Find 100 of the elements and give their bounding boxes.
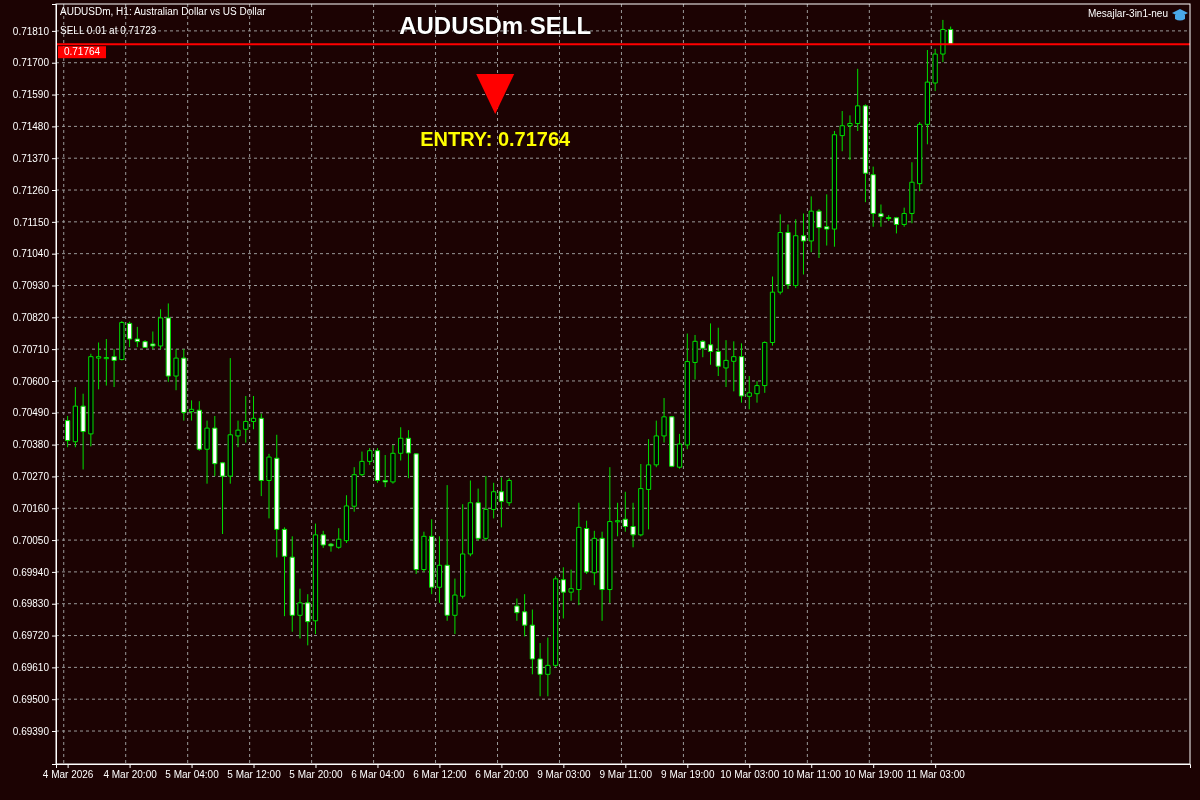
x-tick-label: 6 Mar 04:00 bbox=[351, 769, 406, 781]
candlestick bbox=[491, 482, 497, 519]
x-tick-label: 9 Mar 19:00 bbox=[661, 769, 715, 781]
candlestick bbox=[382, 454, 388, 488]
candlestick bbox=[522, 593, 528, 637]
candlestick bbox=[250, 395, 257, 430]
x-tick-label: 4 Mar 2026 bbox=[42, 769, 94, 781]
x-tick-label: 9 Mar 11:00 bbox=[599, 769, 653, 781]
ref-line-label: 0.71764 bbox=[63, 46, 101, 58]
x-tick-label: 9 Mar 03:00 bbox=[537, 769, 591, 781]
y-tick-label: 0.70710 bbox=[12, 343, 50, 355]
y-tick-label: 0.70930 bbox=[12, 280, 50, 292]
candlestick bbox=[359, 451, 365, 477]
candlestick bbox=[769, 276, 776, 347]
candlestick bbox=[855, 68, 861, 132]
candlestick bbox=[429, 518, 435, 595]
candlestick bbox=[413, 452, 419, 575]
candlestick bbox=[506, 477, 512, 507]
y-tick-label: 0.70490 bbox=[12, 407, 50, 419]
candlestick bbox=[684, 333, 690, 450]
candlestick bbox=[793, 218, 799, 289]
candlestick bbox=[552, 575, 559, 668]
candlestick bbox=[622, 491, 628, 533]
candlestick bbox=[64, 415, 71, 448]
y-tick-label: 0.71810 bbox=[12, 25, 50, 37]
candlestick bbox=[847, 114, 853, 161]
candlestick bbox=[436, 535, 443, 604]
candlestick bbox=[452, 578, 458, 635]
y-tick-label: 0.70050 bbox=[12, 534, 50, 546]
candlestick bbox=[638, 463, 644, 537]
candlestick bbox=[390, 444, 396, 485]
y-tick-label: 0.70600 bbox=[12, 375, 50, 387]
candlestick bbox=[599, 531, 605, 622]
candlestick bbox=[227, 357, 233, 485]
y-tick-label: 0.70820 bbox=[12, 312, 50, 324]
candlestick bbox=[754, 380, 760, 404]
y-tick-label: 0.69940 bbox=[12, 566, 50, 578]
x-tick-label: 5 Mar 12:00 bbox=[227, 769, 282, 781]
candlestick bbox=[281, 526, 288, 617]
candlestick bbox=[266, 453, 272, 519]
candlestick bbox=[839, 110, 845, 152]
candlestick bbox=[723, 339, 729, 388]
candlestick bbox=[870, 166, 876, 228]
candlestick bbox=[886, 214, 892, 222]
candlestick bbox=[816, 208, 822, 259]
candlestick bbox=[676, 433, 683, 470]
candlestick bbox=[80, 393, 86, 470]
candlestick bbox=[653, 420, 659, 468]
candlestick bbox=[831, 130, 838, 248]
chart-title: AUDUSDm SELL bbox=[399, 12, 592, 39]
x-tick-label: 5 Mar 20:00 bbox=[289, 769, 344, 781]
candlestick bbox=[204, 420, 210, 485]
candlestick bbox=[173, 348, 179, 391]
candlestick bbox=[614, 502, 621, 537]
x-tick-label: 5 Mar 04:00 bbox=[165, 769, 220, 781]
y-tick-label: 0.69390 bbox=[12, 725, 50, 737]
candlestick bbox=[901, 207, 907, 228]
candlestick bbox=[808, 195, 814, 253]
y-tick-label: 0.71700 bbox=[12, 57, 50, 69]
candlestick bbox=[785, 223, 791, 290]
candlestick bbox=[320, 530, 326, 549]
y-tick-label: 0.69720 bbox=[12, 630, 50, 642]
x-tick-label: 11 Mar 03:00 bbox=[906, 769, 966, 781]
y-tick-label: 0.70270 bbox=[12, 471, 50, 483]
candlestick bbox=[800, 212, 807, 275]
candlestick bbox=[150, 330, 156, 350]
candlestick bbox=[72, 386, 78, 448]
candlestick bbox=[700, 339, 706, 358]
candlestick bbox=[537, 642, 543, 697]
candlestick bbox=[630, 502, 636, 548]
candlestick bbox=[514, 598, 520, 622]
candlestick bbox=[219, 461, 226, 535]
candlestick bbox=[243, 395, 249, 444]
candlestick bbox=[707, 322, 714, 366]
candlestick bbox=[607, 466, 613, 604]
candlestick bbox=[289, 535, 295, 633]
y-tick-label: 0.70380 bbox=[12, 439, 50, 451]
candlestick bbox=[126, 321, 133, 348]
candlestick bbox=[909, 161, 915, 224]
y-tick-label: 0.71480 bbox=[12, 121, 50, 133]
candlestick bbox=[367, 447, 373, 466]
candlestick bbox=[583, 520, 590, 575]
candlestick bbox=[924, 49, 931, 145]
candlestick bbox=[134, 326, 140, 348]
candlestick bbox=[738, 342, 745, 404]
candlestick bbox=[351, 466, 357, 513]
candlestick bbox=[893, 216, 900, 234]
candlestick bbox=[576, 502, 582, 606]
candlestick bbox=[405, 429, 412, 479]
y-tick-label: 0.71040 bbox=[12, 248, 50, 260]
candlestick bbox=[444, 484, 450, 622]
candlestick bbox=[374, 447, 381, 484]
candlestick bbox=[545, 637, 551, 697]
annotation: ENTRY: 0.71764 bbox=[420, 128, 572, 150]
candlestick bbox=[196, 400, 202, 452]
y-tick-label: 0.71370 bbox=[12, 152, 50, 164]
candlestick bbox=[336, 527, 342, 550]
y-tick-label: 0.69610 bbox=[12, 662, 50, 674]
candlestick bbox=[142, 339, 148, 349]
x-tick-label: 6 Mar 12:00 bbox=[413, 769, 468, 781]
